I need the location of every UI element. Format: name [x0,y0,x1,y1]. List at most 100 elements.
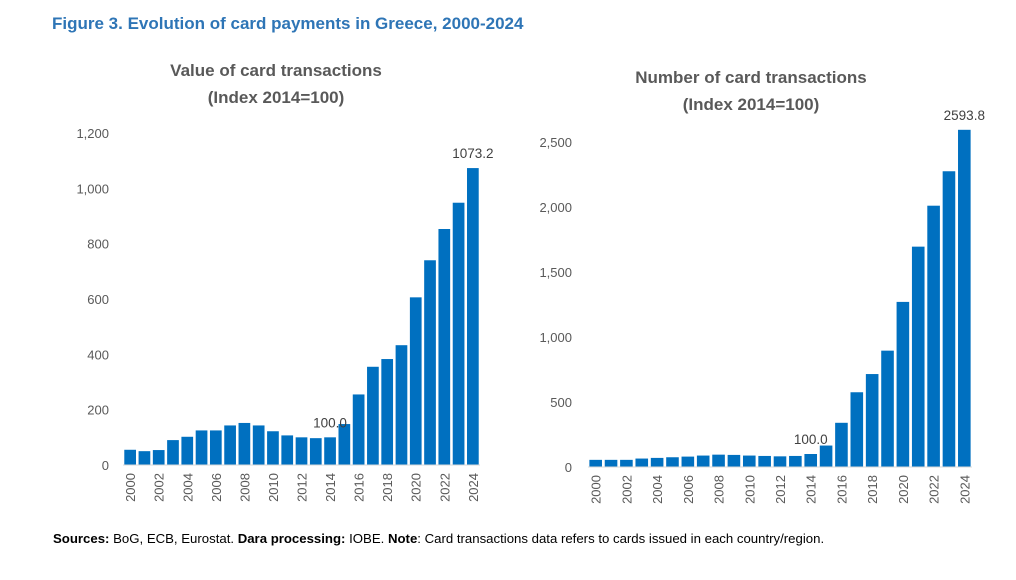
x-tick-label: 2020 [409,473,424,502]
bar-2003 [635,458,649,467]
chart-title-line: (Index 2014=100) [208,88,345,107]
bar-2009 [252,425,265,465]
bar-2010 [742,455,756,467]
x-tick-label: 2004 [650,475,665,504]
bar-2011 [758,455,771,467]
y-tick-label: 500 [550,395,572,410]
data-label-2014: 100.0 [313,415,347,430]
x-tick-label: 2010 [742,475,757,504]
bar-2013 [789,455,802,467]
x-tick-label: 2006 [209,473,224,502]
x-tick-label: 2004 [180,473,195,502]
bar-2018 [865,374,879,467]
bar-2014 [324,437,336,465]
bar-2016 [835,422,848,467]
chart-title-line: Number of card transactions [635,68,866,87]
source-note: Sources: BoG, ECB, Eurostat. Dara proces… [53,531,824,546]
x-tick-label: 2012 [773,475,788,504]
x-tick-label: 2024 [466,473,481,502]
bar-2023 [942,171,956,467]
x-tick-label: 2012 [295,473,310,502]
bar-2003 [167,440,179,465]
bar-2004 [650,457,664,467]
bar-2002 [620,459,633,467]
x-tick-label: 2000 [123,473,138,502]
sources-label: Sources: [53,531,110,546]
y-tick-label: 800 [87,237,109,252]
x-tick-label: 2000 [589,475,604,504]
bar-2015 [338,424,351,465]
y-tick-label: 1,000 [539,330,572,345]
bar-2018 [381,359,394,465]
x-tick-label: 2020 [896,475,911,504]
bar-2001 [604,459,618,467]
bar-2016 [352,394,365,465]
x-tick-label: 2008 [712,475,727,504]
processing-text: IOBE. [345,531,388,546]
bar-2019 [395,345,408,465]
x-tick-label: 2006 [681,475,696,504]
x-tick-label: 2008 [237,473,252,502]
bar-2006 [209,430,222,465]
bar-2021 [911,246,925,467]
bar-2017 [367,366,379,465]
chart-title-line: Value of card transactions [170,61,382,80]
bar-2019 [881,350,894,467]
bar-2012 [295,437,308,465]
bar-2017 [850,392,864,467]
figure-title: Figure 3. Evolution of card payments in … [52,14,524,33]
y-tick-label: 2,000 [539,200,572,215]
data-label-2024: 2593.8 [944,108,985,123]
x-tick-label: 2024 [957,475,972,504]
note-text: : Card transactions data refers to cards… [417,531,825,546]
bar-2024 [467,168,479,465]
y-tick-label: 400 [87,347,109,362]
y-tick-label: 1,200 [76,126,109,141]
bar-2005 [666,457,679,467]
bar-2023 [452,202,465,465]
bar-2022 [438,229,451,465]
bar-2002 [152,450,165,465]
x-tick-label: 2010 [266,473,281,502]
x-tick-label: 2022 [437,473,452,502]
bar-2005 [195,430,208,465]
bar-2010 [267,431,279,465]
x-tick-label: 2016 [834,475,849,504]
y-tick-label: 200 [87,403,109,418]
bar-2008 [712,454,725,467]
bar-2012 [773,456,787,467]
bar-2021 [424,260,436,465]
x-tick-label: 2022 [927,475,942,504]
data-label-2014: 100.0 [794,432,828,447]
bar-2015 [819,445,833,467]
bar-2022 [927,205,940,467]
value-chart: Value of card transactions (Index 2014=10… [76,61,493,502]
y-tick-label: 1,500 [539,265,572,280]
x-tick-label: 2014 [323,473,338,502]
bar-2024 [958,129,971,467]
bar-2006 [681,456,695,467]
data-label-2024: 1073.2 [452,146,493,161]
bar-2007 [696,455,710,467]
x-tick-label: 2016 [352,473,367,502]
bar-2001 [138,451,151,465]
note-label: Note [387,531,418,546]
bar-2014 [804,454,818,467]
x-tick-label: 2018 [380,473,395,502]
y-tick-label: 2,500 [539,135,572,150]
sources-text: BoG, ECB, Eurostat. [109,531,238,546]
bar-2008 [238,422,251,465]
bar-2009 [727,454,741,467]
bar-2013 [309,438,322,465]
bar-2011 [281,435,294,465]
processing-label: Dara processing: [237,531,346,546]
x-tick-label: 2014 [804,475,819,504]
x-tick-label: 2018 [865,475,880,504]
y-tick-label: 1,000 [76,181,109,196]
bar-2007 [224,425,236,465]
y-tick-label: 0 [565,460,572,475]
number-chart: Number of card transactions (Index 2014=1… [539,68,985,504]
y-tick-label: 0 [102,458,109,473]
chart-title-line: (Index 2014=100) [683,95,820,114]
bar-2020 [896,301,910,467]
